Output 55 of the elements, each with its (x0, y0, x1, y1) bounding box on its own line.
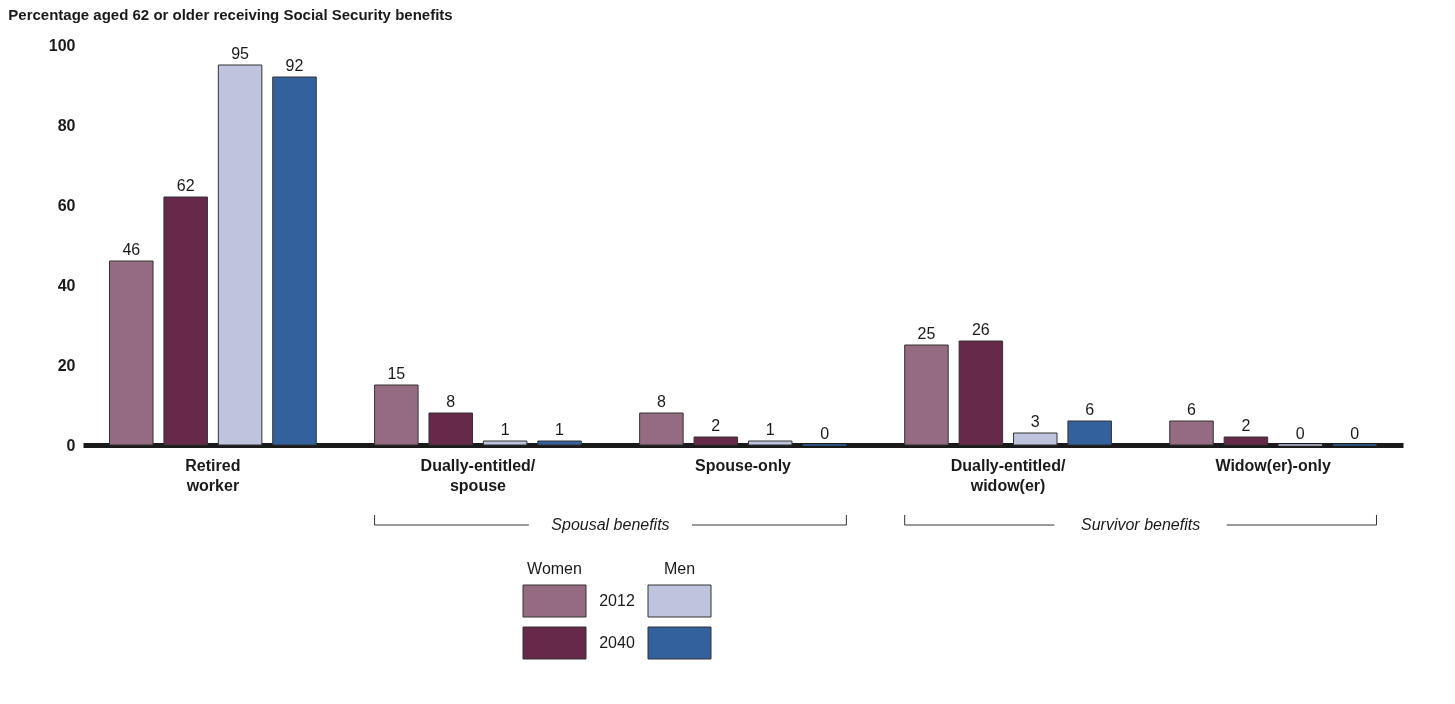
bar (374, 384, 419, 446)
data-label: 0 (1350, 425, 1360, 442)
text: Men (663, 560, 696, 577)
x-tick-label: Retired worker (185, 456, 241, 494)
bar (163, 196, 208, 446)
y-tick-label: 60 (57, 196, 76, 214)
data-label: 2 (711, 417, 721, 434)
y-tick-label: 100 (48, 36, 76, 54)
data-label: 1 (500, 421, 510, 438)
bar (1169, 420, 1214, 446)
legend-label: 2012 (599, 592, 635, 609)
data-label: 0 (1295, 425, 1305, 442)
bar (904, 344, 949, 446)
bar (537, 440, 582, 446)
data-label: 8 (446, 393, 456, 410)
data-label: 2 (1241, 417, 1251, 434)
y-tick-label: 0 (66, 436, 76, 454)
data-label: 0 (820, 425, 830, 442)
bar (482, 440, 528, 446)
y-tick-label: 40 (57, 276, 76, 294)
chart-title: Percentage aged 62 or older receiving Social Security benefits (8, 6, 453, 23)
data-label: 95 (231, 45, 250, 62)
x-tick-label: Widow(er)-only (1215, 456, 1331, 474)
data-label: 92 (285, 57, 304, 74)
bar (639, 412, 684, 446)
data-label: 15 (387, 365, 406, 382)
y-tick-label: 80 (57, 116, 76, 134)
data-label: 46 (122, 241, 141, 258)
bar (1067, 420, 1112, 446)
x-tick-label: Dually-entitled/ spouse (420, 456, 536, 494)
text: Women (527, 560, 582, 577)
bar (217, 64, 263, 446)
data-label: 6 (1085, 401, 1095, 418)
data-label: 62 (176, 177, 195, 194)
bar (272, 76, 317, 446)
data-label: 26 (971, 321, 990, 338)
bar (1013, 432, 1058, 446)
bar (109, 260, 154, 446)
text: Spousal benefits (551, 516, 670, 533)
data-label: 1 (555, 421, 565, 438)
bar (1223, 436, 1269, 446)
data-label: 1 (765, 421, 775, 438)
y-tick-label: 20 (57, 356, 76, 374)
data-label: 25 (917, 325, 936, 342)
data-label: 3 (1030, 413, 1040, 430)
text: Survivor benefits (1081, 516, 1201, 533)
data-label: 6 (1187, 401, 1197, 418)
bar (958, 340, 1004, 446)
x-tick-label: Spouse-only (694, 456, 792, 474)
bar (428, 412, 473, 446)
legend-label: 2040 (599, 634, 635, 651)
bar (693, 436, 739, 446)
data-label: 8 (656, 393, 666, 410)
bar (747, 440, 793, 446)
x-tick-label: Dually-entitled/ widow(er) (950, 456, 1066, 494)
